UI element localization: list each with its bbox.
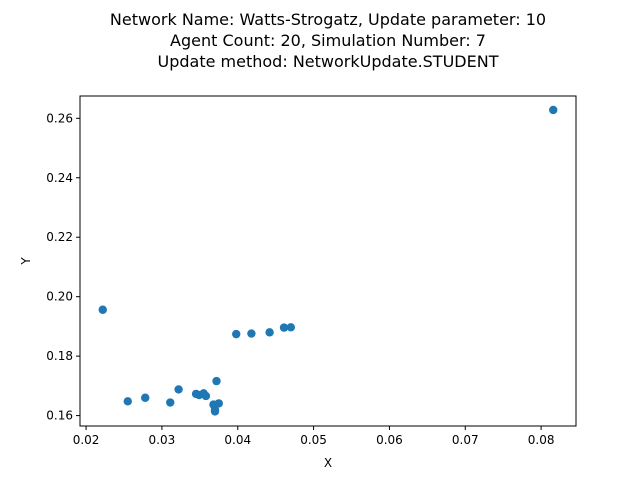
chart-title-line-3: Update method: NetworkUpdate.STUDENT [158, 52, 499, 71]
x-axis-label: X [324, 456, 332, 470]
x-tick-label: 0.03 [149, 433, 176, 447]
x-tick-label: 0.05 [300, 433, 327, 447]
scatter-point [141, 393, 150, 402]
scatter-point [123, 397, 132, 406]
y-tick-label: 0.22 [46, 230, 73, 244]
plot-frame [79, 95, 577, 427]
chart-title-line-1: Network Name: Watts-Strogatz, Update par… [110, 10, 546, 29]
y-tick-label: 0.18 [46, 349, 73, 363]
chart-title-line-2: Agent Count: 20, Simulation Number: 7 [170, 31, 486, 50]
y-tick-label: 0.26 [46, 111, 73, 125]
data-points [98, 105, 558, 416]
scatter-point [201, 391, 211, 401]
x-tick-label: 0.06 [376, 433, 403, 447]
x-tick-label: 0.04 [224, 433, 251, 447]
y-tick-label: 0.16 [46, 409, 73, 423]
scatter-point [286, 323, 296, 332]
x-tick-label: 0.02 [73, 433, 100, 447]
axis-ticks: 0.02 0.03 0.04 0.05 0.06 0.07 0.08 0.16 0.18 0.20… [46, 111, 554, 447]
x-tick-label: 0.07 [452, 433, 479, 447]
scatter-point [174, 385, 183, 394]
scatter-point [98, 305, 107, 314]
scatter-point [214, 399, 223, 408]
x-tick-label: 0.08 [528, 433, 555, 447]
scatter-point [232, 329, 241, 339]
y-tick-label: 0.20 [46, 290, 73, 304]
scatter-point [279, 323, 289, 332]
scatter-point [210, 407, 220, 416]
scatter-point [166, 398, 175, 407]
y-tick-label: 0.24 [46, 171, 73, 185]
scatter-point [212, 376, 221, 386]
scatter-point [549, 105, 558, 115]
y-axis-label: Y [19, 257, 33, 266]
scatter-point [265, 328, 274, 337]
scatter-point [247, 329, 256, 338]
